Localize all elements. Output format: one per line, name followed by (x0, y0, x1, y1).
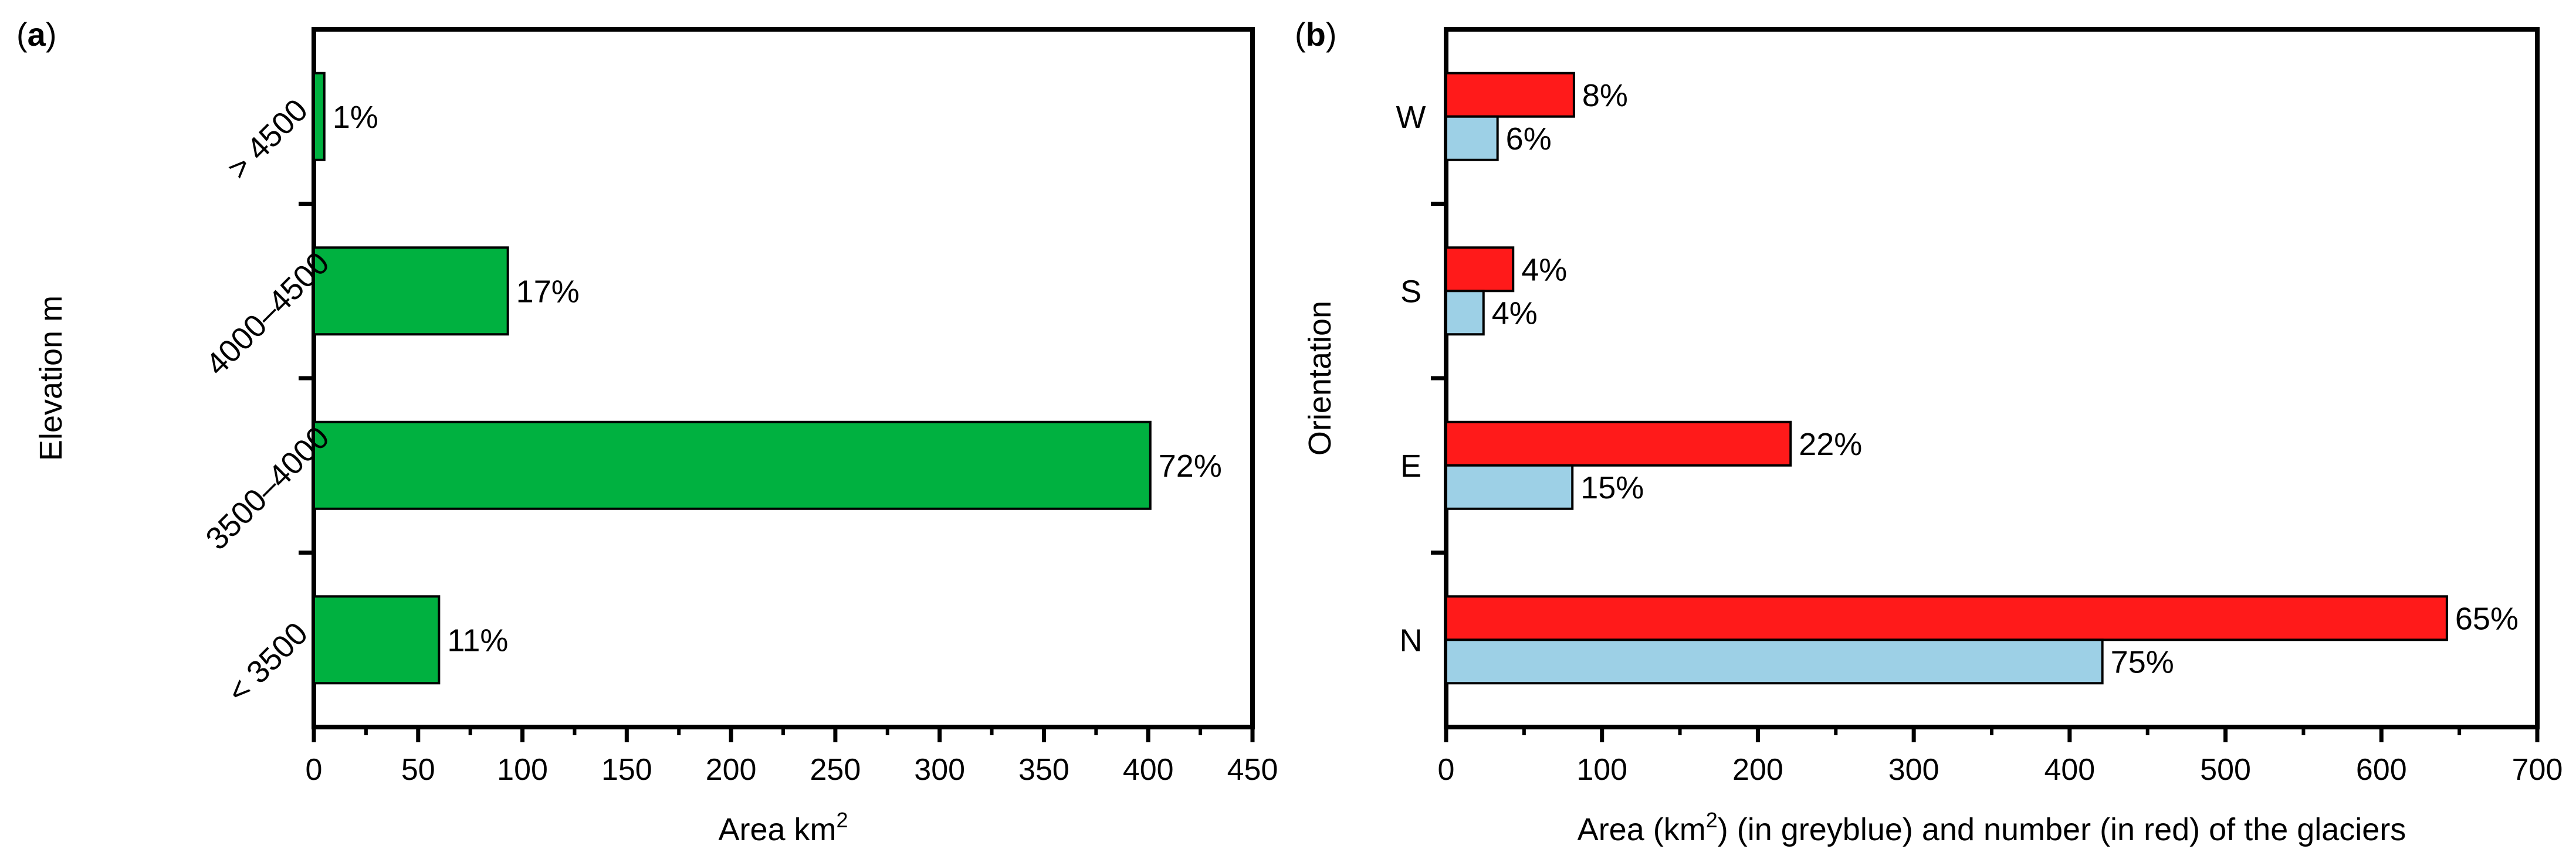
panel-a-x-axis-title-text: Area km (718, 812, 836, 847)
panel-b-x-axis-title: Area (km2) (in greyblue) and number (in … (1578, 808, 2406, 847)
panel-a-bars: 11% 72% 17% 1% (313, 72, 1222, 685)
panel-a-bar-label-2: 17% (516, 274, 580, 309)
panel-b-bars: 65% 75% 22% 15% 4% 4% 8% 6% (1445, 72, 2519, 685)
panel-b-area-label-2: 4% (1492, 296, 1538, 331)
panel-a-y-axis-title: Elevation m (33, 296, 69, 461)
panel-a-bar-1 (313, 420, 1152, 510)
panel-b-area-bar-2 (1445, 290, 1485, 336)
panel-a-x-tick-label-5: 250 (810, 753, 861, 787)
panel-b-label: (b) (1295, 16, 1337, 53)
panel-a-bar-label-3: 1% (333, 100, 378, 135)
panel-b-number-bar-3 (1445, 72, 1575, 118)
panel-b-area-label-3: 6% (1506, 121, 1552, 157)
panel-a-x-tick-label-1: 50 (401, 753, 435, 787)
panel-a-bar-label-0: 11% (447, 623, 508, 658)
panel-b-number-bar-2 (1445, 246, 1515, 293)
panel-a-x-axis-title: Area km2 (718, 808, 848, 847)
panel-b-x-tick-label-6: 600 (2356, 753, 2407, 787)
panel-a-x-tick-label-9: 450 (1227, 753, 1278, 787)
panel-b-number-bar-0 (1445, 595, 2448, 641)
panel-b-category-2: S (1400, 274, 1421, 309)
panel-a-letter: a (28, 16, 46, 53)
panel-b-area-bar-3 (1445, 115, 1499, 161)
panel-a-x-tick-label-6: 300 (914, 753, 965, 787)
panel-b-y-ticks (1431, 202, 1446, 555)
panel-b-area-label-0: 75% (2111, 644, 2174, 680)
panel-b-number-label-2: 4% (1521, 252, 1567, 287)
panel-b-x-ticks: 0 100 200 300 400 500 600 700 (1438, 727, 2563, 787)
panel-b-category-1: E (1400, 449, 1421, 484)
panel-b-x-tick-label-3: 300 (1888, 753, 1939, 787)
panel-b-x-axis-title-sup: 2 (1706, 808, 1718, 832)
panel-b-x-tick-label-4: 400 (2044, 753, 2095, 787)
panel-b-number-label-3: 8% (1582, 78, 1628, 113)
panel-a-x-tick-label-4: 200 (706, 753, 757, 787)
panel-b-area-bar-0 (1445, 639, 2104, 685)
panel-b-category-3: W (1396, 100, 1426, 135)
panel-a-bar-0 (313, 595, 441, 685)
panel-b-x-tick-label-0: 0 (1438, 753, 1455, 787)
panel-b-category-labels: N E S W (1396, 100, 1426, 658)
panel-a-bar-2 (313, 246, 509, 336)
panel-b-x-tick-label-5: 500 (2200, 753, 2251, 787)
panel-a-x-tick-label-7: 350 (1018, 753, 1069, 787)
panel-a-x-tick-label-2: 100 (497, 753, 548, 787)
panel-b-area-bar-1 (1445, 464, 1574, 510)
panel-b-orientation: (b) 0 100 200 300 400 500 600 700 65% 75% 22% 15% 4… (1295, 16, 2563, 847)
panel-a-elevation: (a) 0 50 100 150 200 250 300 350 400 450 11% 72% 17… (16, 16, 1278, 847)
panel-b-letter: b (1306, 16, 1326, 53)
panel-b-number-label-0: 65% (2455, 601, 2519, 636)
panel-b-category-0: N (1400, 623, 1423, 658)
panel-a-category-0: < 3500 (221, 616, 314, 709)
panel-b-x-axis-title-post: ) (in greyblue) and number (in red) of t… (1718, 812, 2406, 847)
panel-a-y-ticks (299, 202, 314, 555)
panel-b-y-axis-title: Orientation (1302, 301, 1338, 456)
panel-a-bar-label-1: 72% (1159, 449, 1222, 484)
panel-a-bar-3 (313, 72, 326, 161)
panel-b-number-label-1: 22% (1799, 427, 1862, 462)
panel-b-x-tick-label-2: 200 (1732, 753, 1783, 787)
panel-b-x-tick-label-7: 700 (2512, 753, 2563, 787)
panel-a-x-axis-title-sup: 2 (837, 808, 848, 832)
panel-a-category-3: > 4500 (221, 93, 314, 186)
panel-a-x-tick-label-3: 150 (601, 753, 652, 787)
panel-a-x-ticks: 0 50 100 150 200 250 300 350 400 450 (306, 727, 1278, 787)
panel-a-x-tick-label-8: 400 (1123, 753, 1174, 787)
panel-a-x-tick-label-0: 0 (306, 753, 323, 787)
panel-b-number-bar-1 (1445, 420, 1792, 467)
panel-b-area-label-1: 15% (1580, 470, 1644, 505)
panel-b-x-axis-title-pre: Area (km (1578, 812, 1706, 847)
panel-a-label: (a) (16, 16, 56, 53)
panel-b-x-tick-label-1: 100 (1576, 753, 1627, 787)
